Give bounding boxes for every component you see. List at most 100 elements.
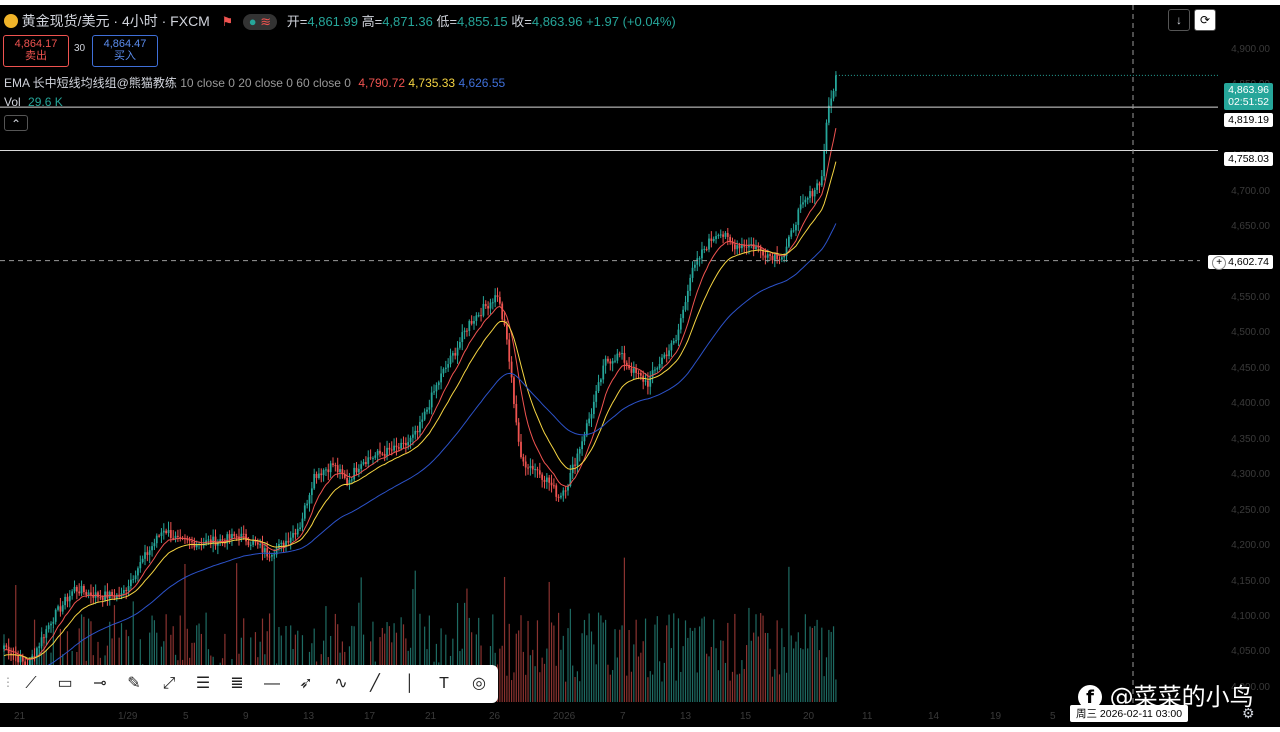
chart-area[interactable]: 黄金现货/美元 · 4小时 · FXCM ⚑ ● ≋ 开=4,861.99 高=… [0, 5, 1280, 727]
candle-body [409, 437, 412, 443]
volume-bar [699, 626, 701, 702]
candle-body [226, 534, 229, 544]
brush-icon[interactable]: ✎ [127, 675, 141, 692]
volume-bar [419, 613, 421, 702]
candle-body [752, 244, 755, 249]
candle-body [632, 368, 635, 373]
candle-body [475, 315, 478, 322]
x-tick-label: 2026 [553, 711, 576, 722]
volume-bar [527, 620, 529, 702]
volume-bar [811, 627, 813, 702]
sync-button[interactable]: ⟳ [1194, 9, 1216, 31]
candle-body [115, 594, 118, 599]
candle-body [818, 183, 821, 186]
candle-body [374, 455, 377, 458]
candle-body [78, 591, 81, 594]
volume-legend[interactable]: Vol 29.6 K [4, 95, 63, 109]
vertical-line-icon[interactable]: │ [405, 675, 415, 692]
scroll-down-button[interactable]: ↓ [1168, 9, 1190, 31]
y-tick-label: 4,100.00 [1231, 611, 1270, 622]
candle-body [799, 204, 802, 210]
candle-body [630, 368, 633, 373]
ema20-value: 4,735.33 [408, 76, 456, 90]
candle-body [75, 586, 78, 592]
crosshair-plus-icon[interactable]: + [1212, 256, 1227, 270]
fib-retracement-icon[interactable]: ≣ [230, 675, 244, 692]
high-label: 高= [361, 14, 383, 29]
volume-bar [823, 676, 825, 702]
candle-body [339, 469, 341, 473]
candle-body [651, 370, 654, 377]
candle-body [719, 234, 722, 236]
volume-bar [762, 615, 764, 702]
candle-body [355, 467, 358, 473]
volume-bar [757, 636, 759, 702]
volume-bar [560, 649, 562, 702]
settings-icon[interactable]: ⚙ [1242, 705, 1255, 721]
candle-body [792, 230, 795, 232]
drag-handle-icon[interactable]: ⋮ [2, 675, 14, 689]
ema-legend[interactable]: EMA 长中短线均线组@熊猫教练 10 close 0 20 close 0 6… [4, 74, 505, 91]
candle-body [87, 592, 90, 595]
rectangle-icon[interactable]: ▭ [57, 675, 73, 692]
volume-bar [198, 623, 200, 702]
candle-body [130, 579, 132, 587]
symbol-title[interactable]: 黄金现货/美元 · 4小时 · FXCM [21, 13, 210, 29]
volume-bar [478, 617, 480, 702]
volume-bar [428, 615, 430, 702]
candle-body [590, 414, 593, 419]
horizontal-ray-icon[interactable]: — [264, 675, 280, 692]
volume-bar [520, 615, 522, 702]
candle-body [19, 656, 22, 663]
candle-body [435, 385, 438, 392]
drawing-toolbar[interactable]: ⋮ ⟋ ▭ ⊸ ✎ ⤢ ☰ ≣ — ➶ ∿ ╱ │ T ◎ [0, 665, 498, 703]
volume-bar [663, 662, 665, 702]
candle-body [665, 354, 668, 357]
volume-bar [90, 621, 92, 702]
volume-bar [501, 645, 503, 702]
x-tick-label: 21 [14, 711, 26, 722]
text-tool-icon[interactable]: T [439, 675, 449, 692]
path-icon[interactable]: ⤢ [162, 675, 176, 692]
candle-body [527, 467, 529, 469]
volume-bar [88, 618, 90, 702]
candle-body [334, 465, 337, 467]
buy-button[interactable]: 4,864.47 买入 [92, 35, 158, 67]
ema60-line [3, 223, 837, 679]
volume-bar [325, 606, 327, 702]
trend-line-icon[interactable]: ╱ [370, 675, 380, 692]
candle-body [191, 541, 193, 543]
sell-button[interactable]: 4,864.17 卖出 [3, 35, 69, 67]
price-chart-svg[interactable] [0, 5, 1280, 727]
volume-bar [673, 613, 675, 702]
parallel-channel-icon[interactable]: ☰ [195, 675, 211, 692]
volume-bar [548, 581, 550, 702]
candle-body [463, 330, 466, 333]
measure-icon[interactable]: ◎ [472, 675, 486, 692]
arrow-marker-icon[interactable]: ➶ [299, 675, 313, 692]
volume-bar [656, 616, 658, 702]
candle-body [494, 295, 497, 303]
candle-body [797, 209, 800, 225]
curve-icon[interactable]: ∿ [334, 675, 348, 692]
candle-body [806, 198, 809, 200]
horizontal-line-icon[interactable]: ⊸ [93, 675, 107, 692]
line-tool-icon[interactable]: ⟋ [25, 675, 37, 692]
candle-body [741, 244, 743, 249]
volume-bar [236, 563, 238, 702]
candle-body [24, 661, 27, 666]
candle-body [38, 646, 41, 649]
ema-params: 10 close 0 20 close 0 60 close 0 [180, 76, 351, 90]
close-value: 4,863.96 [531, 14, 583, 29]
volume-bar [670, 648, 672, 702]
candle-body [762, 250, 764, 256]
volume-bar [80, 614, 83, 702]
collapse-legend-button[interactable]: ⌃ [4, 115, 28, 131]
volume-bar [793, 648, 795, 702]
flag-icon[interactable]: ⚑ [221, 14, 234, 29]
volume-bar [52, 627, 54, 702]
candle-body [388, 447, 391, 450]
volume-bar [499, 648, 501, 702]
candle-body [372, 457, 374, 459]
candle-body [689, 277, 692, 291]
